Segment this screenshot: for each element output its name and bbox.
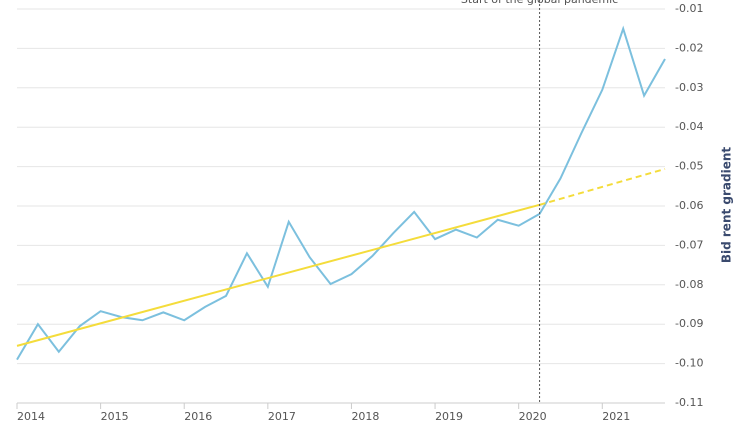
- y-tick-label: -0.02: [675, 41, 703, 54]
- y-tick-label: -0.10: [675, 357, 703, 370]
- data-line: [16, 203, 540, 347]
- data-line: [16, 25, 666, 361]
- x-tick-label: 2019: [435, 410, 463, 423]
- data-line: [539, 168, 666, 206]
- x-tick-label: 2014: [17, 410, 45, 423]
- x-tick-label: 2020: [519, 410, 547, 423]
- y-tick-label: -0.11: [675, 396, 703, 409]
- x-tick-label: 2021: [602, 410, 630, 423]
- y-tick-label: -0.05: [675, 160, 703, 173]
- y-tick-label: -0.01: [675, 2, 703, 15]
- x-tick-label: 2016: [184, 410, 212, 423]
- annotation-text: Start of the global pandemic: [461, 0, 618, 6]
- y-tick-label: -0.06: [675, 199, 703, 212]
- y-tick-label: -0.08: [675, 278, 703, 291]
- y-tick-label: -0.03: [675, 81, 703, 94]
- y-tick-label: -0.04: [675, 120, 703, 133]
- y-axis-title: Bid rent gradient: [720, 147, 734, 264]
- x-tick-label: 2017: [268, 410, 296, 423]
- y-tick-label: -0.09: [675, 317, 703, 330]
- x-tick-label: 2015: [101, 410, 129, 423]
- x-tick-label: 2018: [351, 410, 379, 423]
- y-tick-label: -0.07: [675, 238, 703, 251]
